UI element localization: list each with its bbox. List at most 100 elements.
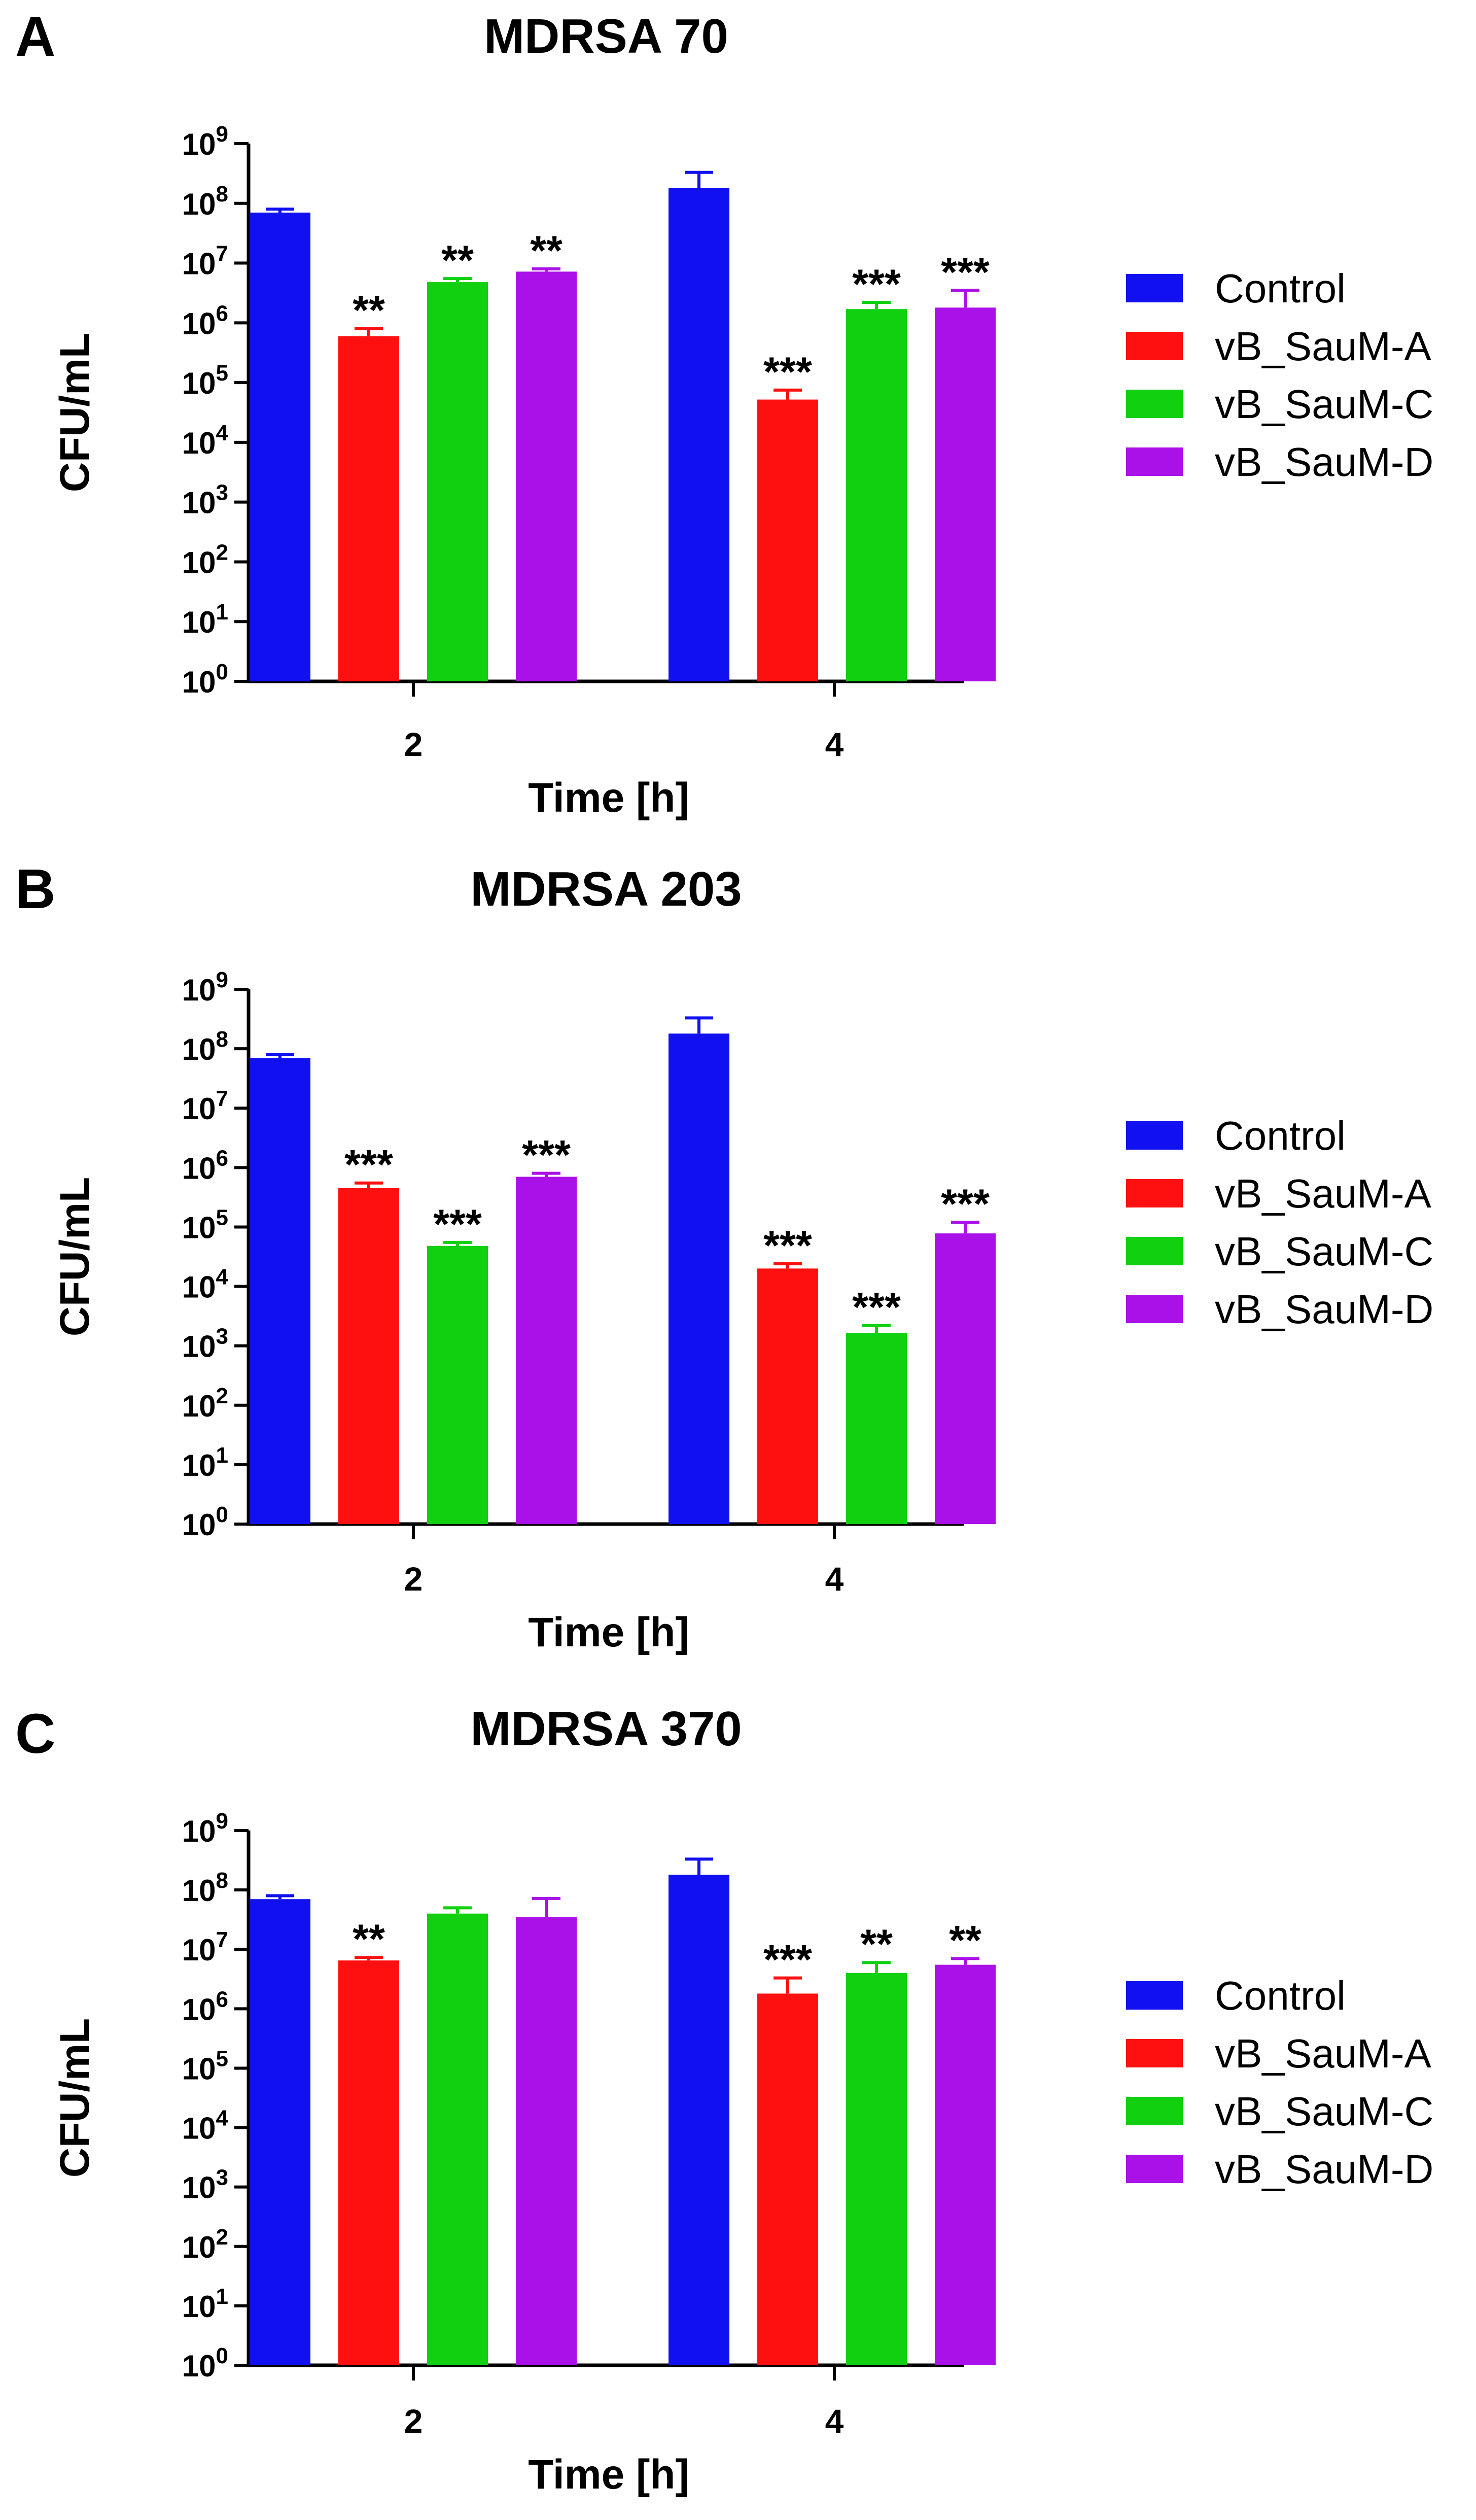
significance-label: *** — [433, 1201, 482, 1248]
bar — [935, 1233, 996, 1524]
panel-label: C — [15, 1703, 55, 1765]
bar — [427, 1913, 488, 2365]
y-tick-label: 106 — [182, 301, 228, 340]
bar — [846, 1973, 907, 2365]
legend-label: vB_SauM-D — [1215, 2147, 1433, 2192]
x-axis-title: Time [h] — [528, 775, 689, 821]
significance-label: *** — [344, 1142, 393, 1188]
x-axis-title: Time [h] — [528, 1609, 689, 1655]
bar — [935, 307, 996, 681]
x-tick-label: 4 — [825, 2402, 844, 2440]
legend-swatch — [1126, 447, 1183, 476]
bar — [338, 1188, 399, 1524]
bar — [516, 1917, 577, 2365]
x-tick-label: 2 — [404, 1560, 423, 1598]
bar — [846, 1333, 907, 1524]
bar — [338, 1960, 399, 2365]
legend-label: vB_SauM-A — [1215, 1171, 1431, 1216]
x-tick-label: 2 — [404, 2402, 423, 2440]
legend-swatch — [1126, 1121, 1183, 1150]
significance-label: ** — [949, 1917, 981, 1963]
significance-label: ** — [353, 1916, 385, 1962]
y-tick-label: 100 — [182, 2343, 228, 2383]
significance-label: ** — [353, 288, 385, 334]
legend-swatch — [1126, 1295, 1183, 1323]
legend-swatch — [1126, 1981, 1183, 2010]
bar — [669, 1875, 729, 2365]
legend-label: vB_SauM-D — [1215, 439, 1433, 485]
x-tick-label: 4 — [825, 1560, 844, 1598]
legend-label: Control — [1215, 1113, 1346, 1158]
x-tick-label: 4 — [825, 726, 844, 763]
bar — [516, 271, 577, 681]
bar — [935, 1964, 996, 2365]
significance-label: *** — [941, 249, 990, 295]
legend-label: vB_SauM-C — [1215, 382, 1433, 427]
panel-a: A MDRSA 70 CFU/mL 100 101 102 103 104 105 106 107 1… — [15, 6, 1433, 821]
y-tick-label: 100 — [182, 1502, 228, 1542]
y-axis-title: CFU/mL — [52, 333, 98, 492]
y-tick-label: 103 — [182, 480, 228, 520]
y-tick-label: 102 — [182, 2225, 228, 2264]
y-tick-label: 104 — [182, 421, 229, 460]
panel-c: C MDRSA 370 CFU/mL 100 101 102 103 104 105 106 107… — [15, 1702, 1433, 2498]
significance-label: ** — [441, 237, 474, 284]
legend-swatch — [1126, 1237, 1183, 1265]
legend-label: vB_SauM-C — [1215, 2089, 1433, 2134]
y-tick-label: 108 — [182, 1027, 228, 1066]
y-tick-label: 106 — [182, 1146, 228, 1185]
y-tick-label: 108 — [182, 182, 228, 221]
bar — [757, 399, 818, 681]
legend-swatch — [1126, 2097, 1183, 2125]
legend-swatch — [1126, 2155, 1183, 2183]
y-tick-label: 108 — [182, 1868, 228, 1908]
legend-swatch — [1126, 390, 1183, 418]
bar — [669, 188, 729, 681]
y-tick-label: 103 — [182, 2165, 228, 2205]
significance-label: ** — [530, 228, 563, 274]
panel-label: A — [15, 6, 55, 68]
significance-label: *** — [852, 1285, 901, 1331]
y-tick-label: 106 — [182, 1987, 228, 2026]
y-tick-label: 102 — [182, 540, 228, 579]
y-tick-label: 101 — [182, 600, 228, 639]
legend: Control vB_SauM-A vB_SauM-C vB_SauM-D — [1126, 266, 1433, 485]
y-tick-label: 105 — [182, 1205, 228, 1245]
significance-label: *** — [763, 1223, 812, 1269]
y-tick-label: 105 — [182, 2046, 228, 2086]
legend-swatch — [1126, 1179, 1183, 1207]
significance-label: *** — [763, 1937, 812, 1983]
significance-label: *** — [522, 1132, 571, 1179]
y-tick-label: 103 — [182, 1324, 228, 1364]
y-tick-label: 102 — [182, 1384, 228, 1423]
panel-b: B MDRSA 203 CFU/mL 100 101 102 103 104 105 106 107… — [15, 858, 1433, 1655]
significance-label: ** — [860, 1921, 893, 1967]
significance-label: *** — [852, 261, 901, 307]
legend-label: Control — [1215, 1973, 1346, 2018]
chart-title: MDRSA 70 — [484, 9, 728, 63]
panel-label: B — [15, 858, 55, 920]
bar — [338, 336, 399, 681]
y-tick-label: 100 — [182, 660, 228, 699]
y-axis-title: CFU/mL — [52, 2018, 98, 2178]
y-tick-label: 107 — [182, 1086, 228, 1126]
legend-label: vB_SauM-C — [1215, 1229, 1433, 1274]
bar — [516, 1177, 577, 1524]
x-tick-label: 2 — [404, 726, 423, 763]
bar — [250, 1899, 310, 2365]
legend-label: vB_SauM-D — [1215, 1287, 1433, 1332]
bar — [250, 1058, 310, 1524]
legend-swatch — [1126, 332, 1183, 360]
y-tick-label: 104 — [182, 1265, 229, 1304]
y-tick-label: 104 — [182, 2106, 229, 2146]
legend-label: vB_SauM-A — [1215, 2031, 1431, 2076]
legend-label: Control — [1215, 266, 1346, 311]
bar — [757, 1993, 818, 2365]
y-tick-label: 101 — [182, 1443, 228, 1482]
y-tick-label: 107 — [182, 241, 228, 281]
legend-swatch — [1126, 2039, 1183, 2067]
y-tick-label: 105 — [182, 361, 228, 400]
bar — [757, 1268, 818, 1524]
legend-swatch — [1126, 274, 1183, 302]
